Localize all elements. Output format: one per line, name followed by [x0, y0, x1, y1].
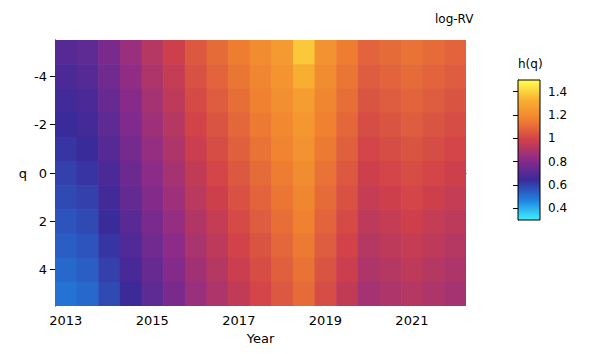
svg-text:4: 4 — [39, 262, 47, 277]
svg-text:2013: 2013 — [49, 313, 82, 328]
svg-text:0.6: 0.6 — [548, 178, 567, 192]
svg-text:1: 1 — [548, 131, 556, 145]
svg-text:0.4: 0.4 — [548, 201, 567, 215]
svg-text:2017: 2017 — [222, 313, 255, 328]
svg-text:h(q): h(q) — [518, 57, 543, 71]
svg-text:1.4: 1.4 — [548, 85, 567, 99]
svg-text:0.8: 0.8 — [548, 155, 567, 169]
svg-text:2015: 2015 — [136, 313, 169, 328]
svg-text:2021: 2021 — [395, 313, 428, 328]
svg-text:log-RV: log-RV — [435, 12, 474, 26]
svg-text:Year: Year — [246, 331, 275, 346]
svg-text:-4: -4 — [34, 69, 47, 84]
svg-text:2: 2 — [39, 214, 47, 229]
svg-text:1.2: 1.2 — [548, 108, 567, 122]
svg-text:q: q — [19, 166, 27, 181]
svg-text:0: 0 — [39, 166, 47, 181]
svg-text:2019: 2019 — [309, 313, 342, 328]
svg-text:-2: -2 — [34, 117, 47, 132]
